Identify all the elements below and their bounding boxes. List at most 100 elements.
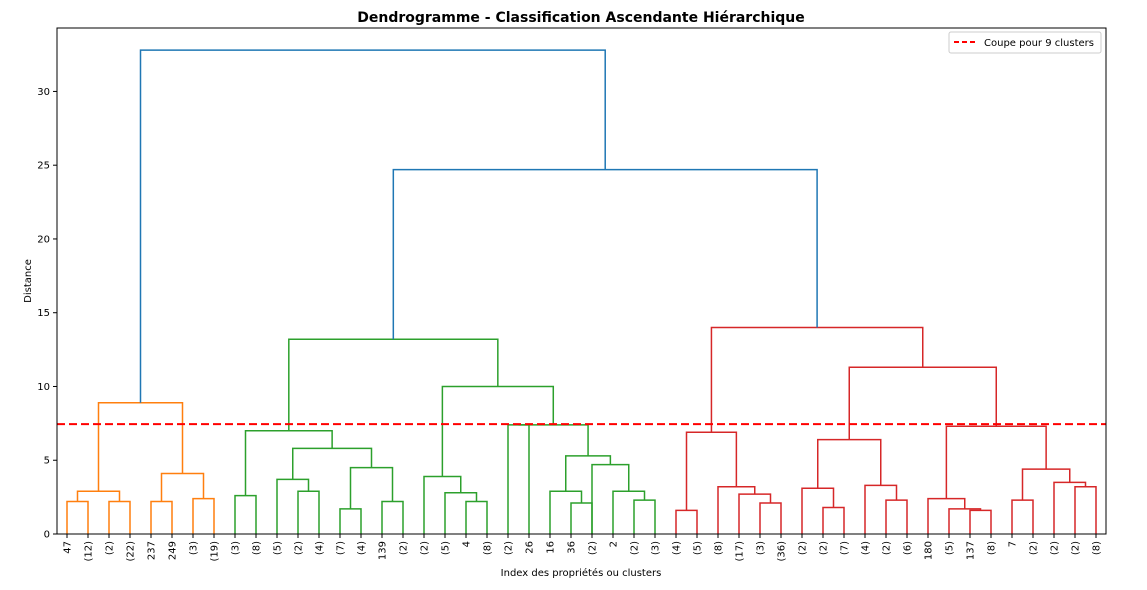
dendrogram-link <box>864 484 898 534</box>
dendrogram-link <box>822 506 845 534</box>
chart-title: Dendrogramme - Classification Ascendante… <box>357 10 805 26</box>
y-tick-label: 20 <box>37 234 50 245</box>
x-tick-label: (12) <box>84 541 95 562</box>
y-tick-label: 0 <box>44 530 50 541</box>
dendrogram-link <box>507 424 530 534</box>
x-tick-label: (22) <box>126 541 137 562</box>
dendrogram-link <box>591 463 630 534</box>
dendrogram-link <box>685 431 738 511</box>
y-tick-label: 10 <box>37 382 50 393</box>
dendrogram-link <box>801 487 835 534</box>
dendrogram-link <box>549 490 583 534</box>
x-tick-label: (2) <box>819 541 830 555</box>
dendrogram-link <box>710 326 924 433</box>
x-tick-label: (2) <box>294 541 305 555</box>
x-tick-label: (2) <box>882 541 893 555</box>
y-tick-label: 15 <box>37 308 50 319</box>
dendrogram-link <box>565 455 612 492</box>
x-tick-label: 47 <box>63 541 74 554</box>
dendrogram-link <box>945 425 1047 499</box>
dendrogram-link <box>76 490 121 502</box>
x-tick-label: (17) <box>735 541 746 562</box>
x-tick-label: (7) <box>840 541 851 555</box>
x-tick-label: 7 <box>1008 541 1019 547</box>
x-axis-label: Index des propriétés ou clusters <box>501 567 662 579</box>
legend: Coupe pour 9 clusters <box>948 31 1102 54</box>
dendrogram-link <box>948 508 982 534</box>
dendrogram-link <box>465 500 488 534</box>
y-tick-label: 30 <box>37 87 50 98</box>
y-axis: 0 5 10 15 20 25 30 <box>37 87 57 541</box>
x-tick-label: 26 <box>525 541 536 554</box>
dendrogram-link <box>612 490 646 534</box>
legend-label: Coupe pour 9 clusters <box>984 38 1094 49</box>
x-tick-label: (4) <box>315 541 326 555</box>
dendrogram-link <box>1021 468 1071 501</box>
dendrogram-link <box>349 466 394 509</box>
x-tick-label: (8) <box>483 541 494 555</box>
x-tick-label: (8) <box>252 541 263 555</box>
x-tick-label: (2) <box>1029 541 1040 555</box>
y-axis-label: Distance <box>23 259 34 303</box>
x-axis: 47 (12) (2) (22) 237 249 (3) (19) (3) (8) (5) (2) (4… <box>63 534 1103 562</box>
dendrogram-link <box>885 499 908 534</box>
y-tick-label: 5 <box>44 456 50 467</box>
x-tick-label: 249 <box>168 541 179 560</box>
dendrogram-link <box>738 493 772 534</box>
dendrogram-link <box>288 338 499 431</box>
dendrogram-link <box>150 500 173 534</box>
dendrogram-links <box>66 49 1097 534</box>
x-tick-label: (5) <box>273 541 284 555</box>
dendrogram-link <box>297 490 320 534</box>
x-tick-label: (4) <box>672 541 683 555</box>
dendrogram-link <box>97 401 184 492</box>
x-tick-label: (2) <box>588 541 599 555</box>
x-tick-label: (8) <box>987 541 998 555</box>
dendrogram-link <box>423 475 462 534</box>
plot-frame <box>56 27 1107 535</box>
x-tick-label: (36) <box>777 541 788 562</box>
x-tick-label: (2) <box>399 541 410 555</box>
x-tick-label: (19) <box>210 541 221 562</box>
x-tick-label: 237 <box>147 541 158 560</box>
x-tick-label: (2) <box>630 541 641 555</box>
x-tick-label: 180 <box>924 541 935 560</box>
dendrogram-link <box>444 491 478 534</box>
dendrogram-link <box>139 49 606 403</box>
dendrogram-link <box>108 500 131 534</box>
y-tick-label: 25 <box>37 161 50 172</box>
dendrogram-link <box>339 508 362 534</box>
x-tick-label: (8) <box>714 541 725 555</box>
dendrogram-link <box>244 429 333 496</box>
x-tick-label: (6) <box>903 541 914 555</box>
x-tick-label: (2) <box>105 541 116 555</box>
x-tick-label: (4) <box>861 541 872 555</box>
dendrogram-link <box>570 502 593 534</box>
x-tick-label: 16 <box>546 541 557 554</box>
dendrogram-link <box>160 472 205 502</box>
x-tick-label: (2) <box>420 541 431 555</box>
dendrogram-link <box>1011 499 1034 534</box>
x-tick-label: (2) <box>1050 541 1061 555</box>
dendrogram-link <box>969 509 992 534</box>
dendrogram-link <box>381 500 404 534</box>
x-tick-label: (8) <box>1092 541 1103 555</box>
dendrogram-link <box>234 494 257 534</box>
x-tick-label: 2 <box>609 541 620 547</box>
dendrogram-link <box>392 168 818 340</box>
x-tick-label: 137 <box>966 541 977 560</box>
dendrogram-link <box>276 478 310 534</box>
dendrogram-link <box>292 447 373 480</box>
dendrogram-link <box>441 385 555 477</box>
dendrogram-link <box>192 497 215 534</box>
x-tick-label: (5) <box>441 541 452 555</box>
x-tick-label: (2) <box>504 541 515 555</box>
x-tick-label: (2) <box>798 541 809 555</box>
x-tick-label: (5) <box>693 541 704 555</box>
dendrogram-link <box>817 438 882 489</box>
legend-box <box>948 31 1102 54</box>
dendrogram-link <box>848 366 997 440</box>
dendrogram-link <box>66 500 89 534</box>
dendrogram-link <box>675 509 698 534</box>
x-tick-label: (5) <box>945 541 956 555</box>
